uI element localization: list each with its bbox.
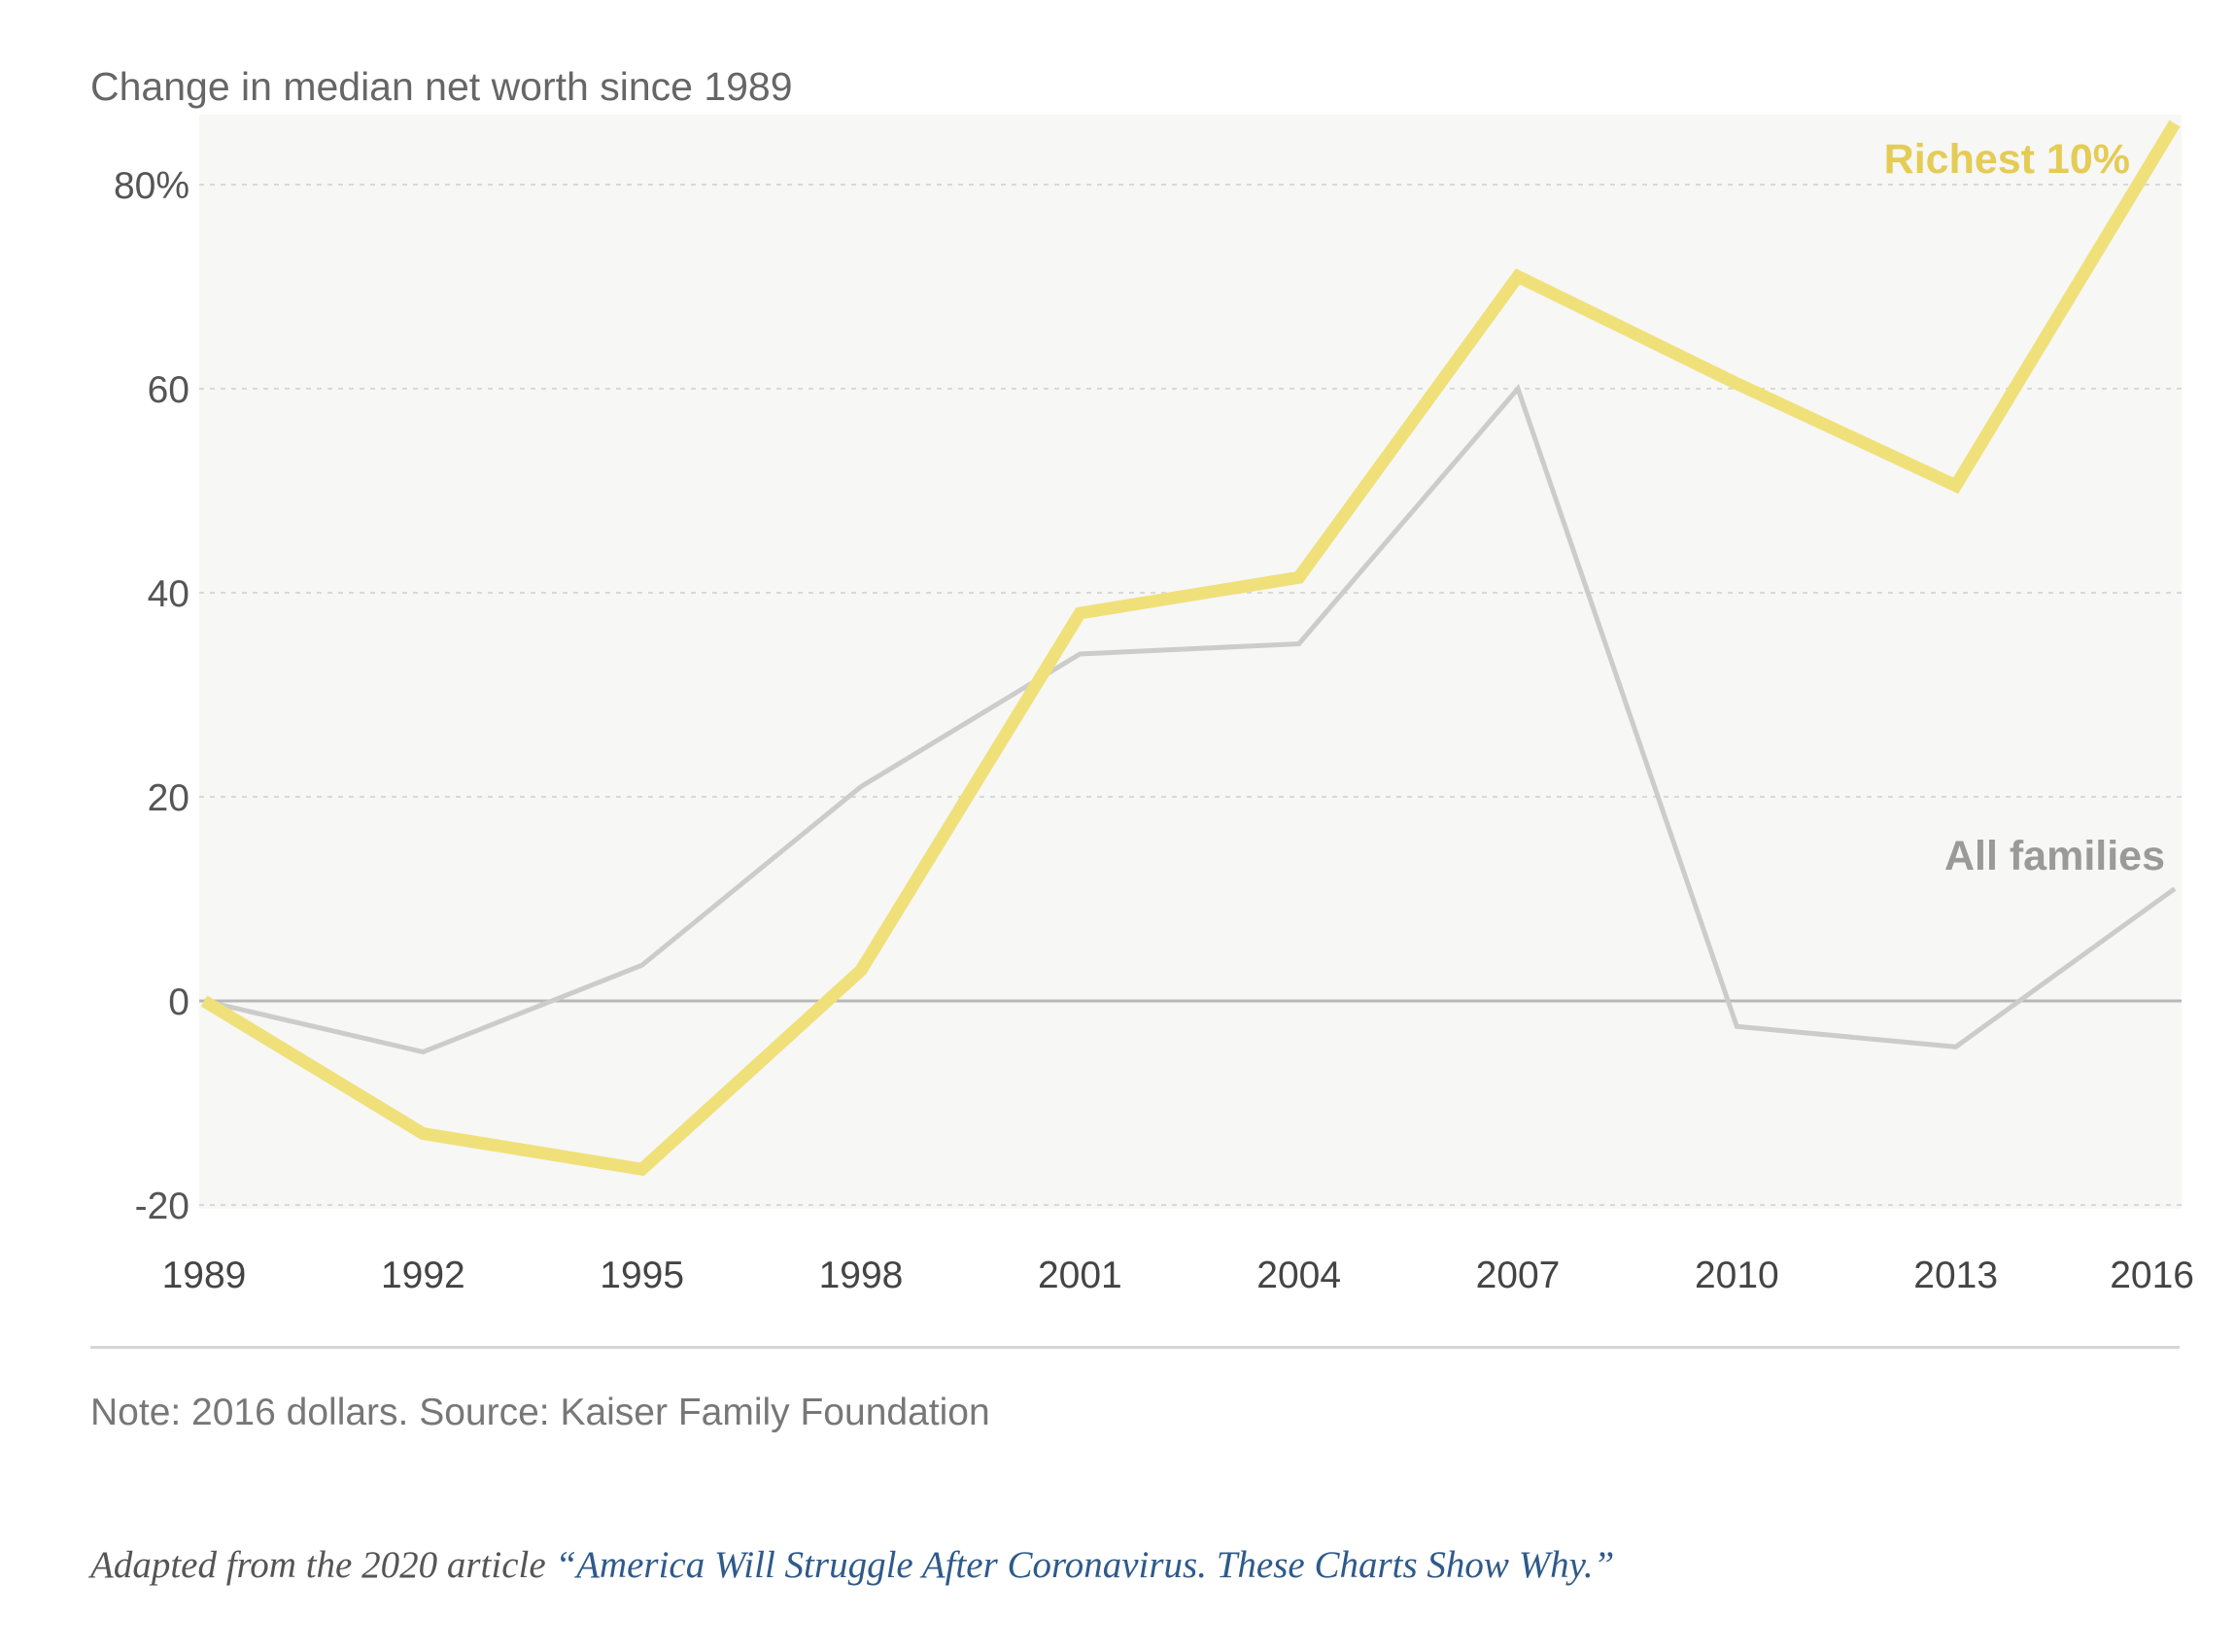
source-note: Note: 2016 dollars. Source: Kaiser Famil… [90,1392,990,1433]
footer-divider [90,1346,2180,1349]
x-tick-label: 2016 [2110,1255,2194,1296]
x-tick-label: 1989 [162,1255,247,1296]
y-tick-label: 80% [114,165,189,207]
credit-prefix: Adapted from the 2020 article [90,1544,556,1586]
series-line-richest-10 [200,120,2181,1177]
gridlines [199,184,2182,1206]
series-label-richest-10: Richest 10% [1884,136,2130,183]
y-tick-label: 60 [148,369,189,411]
article-credit: Adapted from the 2020 article “America W… [90,1543,1614,1587]
series-label-all-families: All families [1944,833,2165,879]
x-tick-label: 1992 [381,1255,465,1296]
y-tick-label: 0 [168,981,189,1023]
x-tick-label: 1995 [600,1255,684,1296]
plot-background [199,115,2182,1209]
series-line-all-families [203,384,2177,1055]
series-lines [200,120,2181,1177]
y-tick-label: 20 [148,777,189,819]
x-tick-label: 2013 [1913,1255,1998,1296]
x-tick-label: 2001 [1038,1255,1122,1296]
chart-title: Change in median net worth since 1989 [90,64,793,109]
x-axis-ticks: 1989 1992 1995 1998 2001 2004 2007 2010 2013 2016 [162,1255,2194,1296]
x-tick-label: 2004 [1256,1255,1341,1296]
x-tick-label: 1998 [819,1255,904,1296]
y-tick-label: 40 [148,573,189,615]
line-chart: Change in median net worth since 1989 80… [90,64,2194,1296]
y-axis-ticks: 80% 60 40 20 0 -20 [114,165,189,1227]
article-link[interactable]: “America Will Struggle After Coronavirus… [555,1544,1615,1586]
y-tick-label: -20 [135,1186,189,1227]
x-tick-label: 2007 [1476,1255,1561,1296]
x-tick-label: 2010 [1695,1255,1779,1296]
